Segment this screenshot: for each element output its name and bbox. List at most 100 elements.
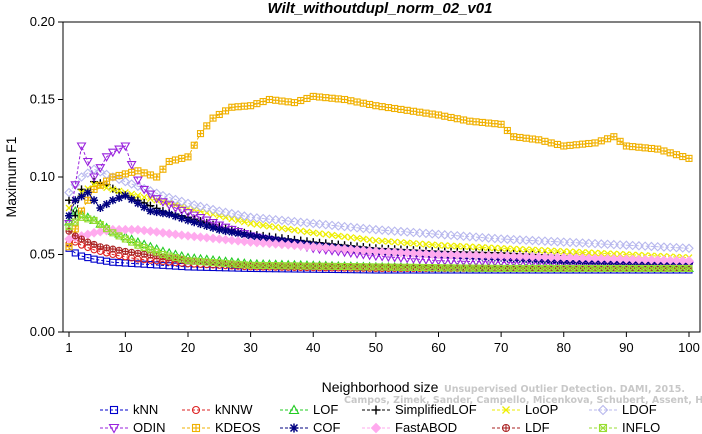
data-point <box>126 161 137 170</box>
data-point <box>190 218 199 227</box>
data-point <box>414 248 425 259</box>
data-point <box>114 145 125 155</box>
legend-marker <box>371 405 381 415</box>
data-point <box>408 227 419 238</box>
data-point <box>497 244 505 252</box>
data-point <box>277 239 287 250</box>
legend-label: kNNW <box>215 402 253 417</box>
data-point <box>247 220 255 227</box>
data-point <box>622 142 630 150</box>
data-point <box>302 218 312 228</box>
data-point <box>602 239 613 250</box>
data-point <box>409 107 417 115</box>
data-point <box>327 220 337 231</box>
data-point <box>634 241 644 251</box>
data-point <box>171 212 180 221</box>
data-point <box>546 252 557 263</box>
data-point <box>478 264 486 272</box>
data-point <box>103 177 111 185</box>
data-point <box>533 252 544 262</box>
data-point <box>134 167 142 175</box>
data-point <box>228 215 236 223</box>
data-point <box>566 248 574 256</box>
data-point <box>303 94 311 103</box>
data-point <box>82 157 93 167</box>
data-point <box>516 245 524 253</box>
data-point <box>577 253 588 263</box>
data-point <box>170 229 181 240</box>
data-point <box>358 245 369 256</box>
data-point <box>535 136 543 144</box>
data-point <box>189 211 200 221</box>
data-point <box>427 229 438 239</box>
legend-marker <box>502 406 510 414</box>
data-point <box>327 243 337 253</box>
data-point <box>591 139 599 147</box>
data-point <box>109 185 117 193</box>
data-point <box>478 243 486 251</box>
data-point <box>377 246 387 257</box>
x-tick-label: 40 <box>306 340 320 355</box>
data-point <box>459 116 468 124</box>
legend-marker <box>289 423 299 433</box>
data-point <box>397 238 405 246</box>
data-point <box>339 221 350 232</box>
legend-label: SimplifiedLOF <box>395 402 477 417</box>
data-point <box>128 168 136 176</box>
data-point <box>441 112 449 120</box>
data-point <box>176 196 187 207</box>
x-tick-label: 1 <box>65 340 72 355</box>
data-point <box>421 228 431 239</box>
data-point <box>259 221 267 229</box>
data-point <box>409 239 417 247</box>
data-point <box>566 141 574 149</box>
y-tick-label: 0.05 <box>30 247 55 262</box>
data-point <box>540 252 550 262</box>
data-point <box>439 249 450 260</box>
legend-item-cof: COF <box>280 420 341 434</box>
data-point <box>121 247 129 255</box>
data-point <box>565 237 575 248</box>
data-point <box>115 193 124 202</box>
data-point <box>485 244 493 252</box>
data-point <box>397 105 405 113</box>
data-point <box>277 215 287 226</box>
data-point <box>152 208 161 217</box>
data-point <box>596 253 607 264</box>
data-point <box>252 237 262 248</box>
data-point <box>590 253 600 264</box>
legend-marker <box>191 405 201 415</box>
data-point <box>359 99 367 107</box>
data-point <box>372 237 380 245</box>
data-point <box>222 107 230 115</box>
data-point <box>328 231 336 239</box>
data-point <box>522 246 530 253</box>
legend-label: LDOF <box>622 402 657 417</box>
data-point <box>103 225 111 233</box>
data-point <box>209 223 218 232</box>
data-point <box>128 190 136 198</box>
data-point <box>441 242 449 249</box>
legend-item-ldf: LDF <box>492 420 550 434</box>
data-point <box>214 221 225 231</box>
data-point <box>502 251 513 261</box>
data-point <box>391 238 399 246</box>
series-line-odin <box>68 144 690 266</box>
data-point <box>208 219 218 228</box>
data-point <box>508 234 519 245</box>
data-point <box>403 239 411 247</box>
data-point <box>77 241 86 249</box>
data-point <box>258 213 268 224</box>
data-point <box>391 104 399 113</box>
legend-label: FastABOD <box>395 420 457 434</box>
data-point <box>396 226 406 237</box>
data-point <box>215 110 223 119</box>
data-point <box>289 216 300 227</box>
x-axis: 1 10 20 30 40 50 60 70 80 90 100 <box>65 332 700 355</box>
data-point <box>278 97 286 105</box>
data-point <box>466 117 474 125</box>
data-point <box>170 204 181 214</box>
data-point <box>265 95 273 104</box>
data-point <box>389 226 400 236</box>
data-point <box>209 114 217 122</box>
